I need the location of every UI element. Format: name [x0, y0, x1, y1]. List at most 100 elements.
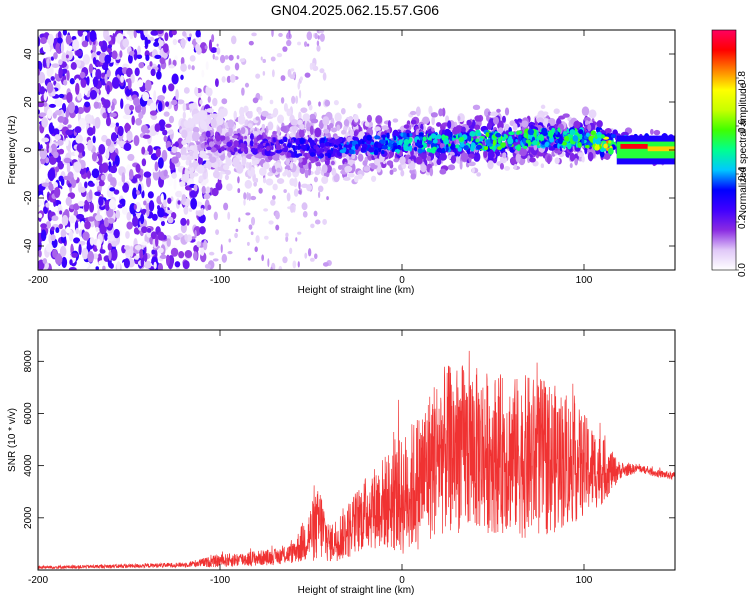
ridge-blob: [336, 124, 341, 131]
noise-blob: [171, 172, 177, 179]
ridge-blob: [496, 108, 501, 113]
noise-blob: [94, 116, 101, 129]
noise-blob: [194, 229, 197, 239]
noise-blob: [319, 68, 325, 74]
noise-blob: [120, 75, 124, 83]
ridge-blob: [438, 108, 443, 117]
noise-blob: [74, 74, 82, 81]
ridge-blob: [530, 124, 535, 129]
ridge-core-blob: [594, 144, 600, 151]
ridge-core-blob: [374, 135, 381, 140]
ridge-blob: [181, 129, 188, 139]
ridge-blob: [307, 168, 312, 176]
noise-blob: [57, 37, 63, 44]
noise-blob: [322, 262, 329, 267]
noise-blob: [295, 237, 298, 242]
ridge-blob: [239, 106, 245, 117]
ridge-core-blob: [590, 130, 597, 136]
ridge-core-blob: [287, 142, 292, 148]
ridge-blob: [353, 130, 359, 137]
ridge-core-blob: [396, 144, 402, 150]
noise-blob: [51, 215, 59, 222]
ridge-blob: [447, 155, 452, 160]
noise-blob: [38, 159, 41, 170]
noise-blob: [174, 141, 179, 148]
noise-blob: [228, 54, 234, 61]
ridge-core-blob: [314, 138, 318, 143]
ridge-core-blob: [603, 143, 608, 149]
noise-blob: [99, 249, 106, 254]
noise-blob: [307, 248, 312, 257]
ridge-core-blob: [578, 129, 584, 135]
ridge-blob: [224, 174, 229, 181]
noise-blob: [264, 235, 269, 240]
ridge-core-blob: [497, 137, 502, 145]
noise-blob: [150, 68, 156, 77]
noise-blob: [54, 186, 61, 199]
noise-blob: [65, 196, 72, 206]
noise-blob: [298, 190, 302, 195]
ridge-blob: [261, 123, 266, 130]
spectrogram-x-axis-label: Height of straight line (km): [298, 285, 415, 296]
noise-blob: [193, 244, 199, 253]
chart-title: GN04.2025.062.15.57.G06: [271, 2, 439, 18]
ridge-blob: [209, 113, 218, 118]
noise-blob: [259, 95, 263, 101]
ridge-blob: [196, 164, 205, 174]
ridge-blob: [386, 160, 394, 166]
noise-blob: [105, 148, 110, 160]
noise-blob: [132, 215, 139, 227]
noise-blob: [316, 45, 321, 52]
ridge-core-blob: [555, 130, 558, 135]
noise-blob: [82, 31, 88, 37]
ridge-blob: [457, 115, 461, 122]
noise-blob: [39, 86, 46, 95]
noise-blob: [160, 193, 164, 204]
ridge-core-blob: [585, 132, 590, 138]
ridge-blob: [487, 149, 495, 160]
noise-blob: [153, 41, 160, 47]
noise-blob: [67, 124, 72, 129]
ridge-blob: [300, 183, 309, 188]
ridge-blob: [210, 118, 217, 128]
noise-blob: [146, 208, 150, 217]
colorbar-gradient: [712, 30, 736, 270]
noise-blob: [207, 204, 212, 211]
ridge-blob: [573, 120, 581, 129]
noise-blob: [107, 217, 115, 224]
ridge-blob: [218, 166, 224, 172]
noise-blob: [205, 61, 209, 71]
colorbar-ticks: 0.0 0.2 0.4 0.6 0.8: [736, 71, 748, 277]
noise-blob: [109, 112, 117, 118]
noise-blob: [111, 76, 120, 89]
noise-blob: [133, 135, 140, 147]
ridge-core-blob: [331, 142, 335, 147]
ridge-blob: [447, 120, 452, 129]
ridge-core-blob: [406, 132, 410, 138]
x-tick-label: -200: [28, 275, 48, 286]
ridge-blob: [512, 123, 518, 131]
noise-blob: [195, 30, 201, 38]
noise-blob: [252, 97, 259, 104]
noise-blob: [282, 46, 288, 52]
noise-blob: [253, 181, 257, 187]
noise-blob: [248, 192, 251, 201]
noise-blob: [297, 81, 301, 90]
ridge-core-blob: [585, 144, 590, 149]
ridge-core-blob: [381, 134, 387, 138]
noise-blob: [311, 62, 316, 68]
noise-blob: [146, 227, 152, 233]
noise-blob: [68, 229, 74, 242]
noise-blob: [144, 79, 152, 92]
ridge-blob: [180, 146, 187, 157]
noise-blob: [38, 68, 41, 76]
ridge-blob: [374, 126, 381, 132]
ridge-blob: [439, 168, 447, 175]
noise-blob: [88, 63, 94, 74]
noise-blob: [173, 178, 177, 190]
ridge-core-blob: [436, 147, 443, 153]
ridge-core-blob: [233, 140, 239, 148]
noise-blob: [56, 139, 64, 146]
y-tick-label: 0: [23, 147, 34, 153]
